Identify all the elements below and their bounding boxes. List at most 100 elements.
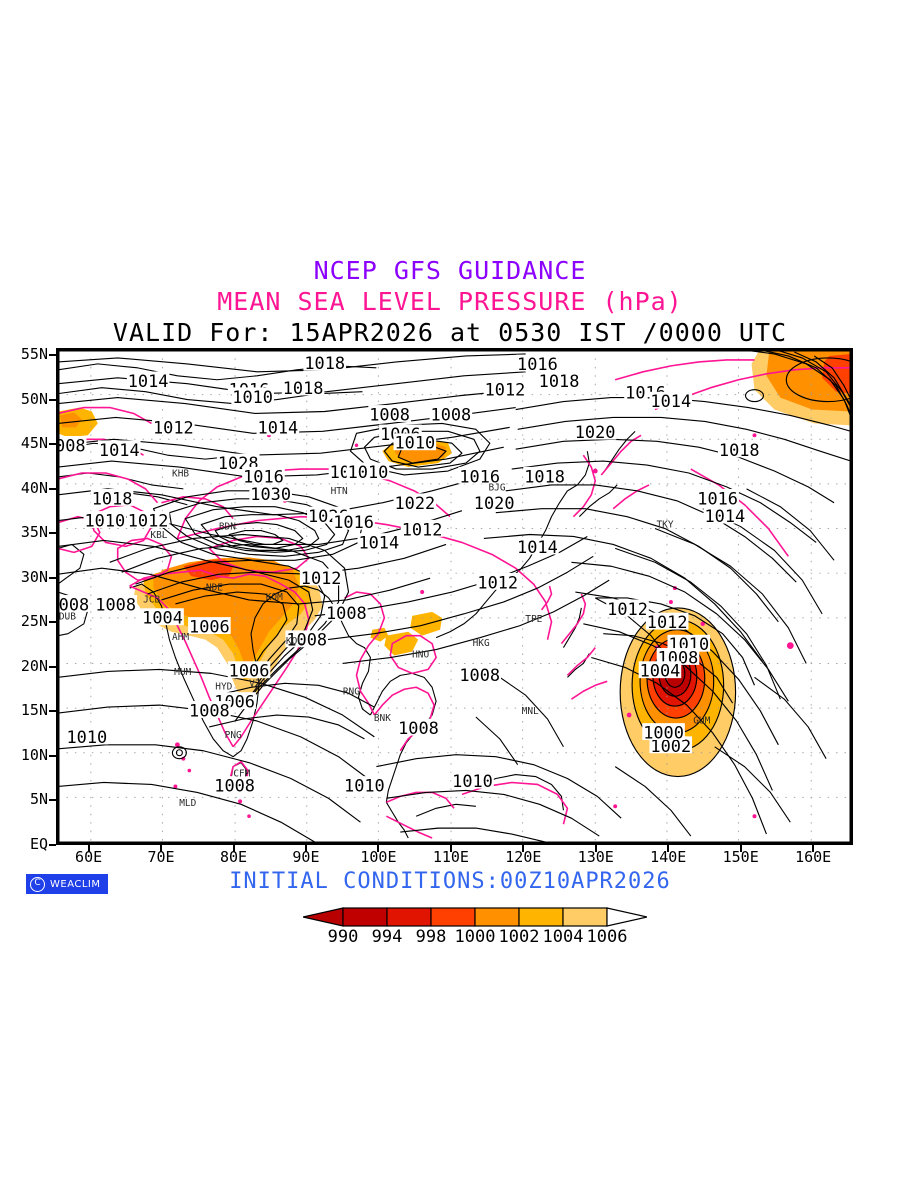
colorbar-tick-label: 990 (327, 927, 359, 947)
contour-label: 1012 (153, 418, 194, 438)
colorbar-segment (474, 907, 520, 927)
city-labels: DUB KBL KHB BDN HTN JCB NDE KOM AHM MUM KOL HYD VZG P… (59, 468, 711, 809)
contour-label: 1008 (286, 630, 327, 650)
contour-label-bg (717, 440, 761, 458)
contour-label: 1008 (398, 718, 439, 738)
y-axis-label: 35N (20, 523, 48, 542)
y-axis-tick (49, 844, 56, 846)
x-axis-label: 70E (147, 848, 175, 866)
map-svg: 1018101610141018101610101018101210161014… (58, 350, 851, 843)
contour-label: 1018 (283, 378, 324, 398)
contour-label-bg (83, 511, 127, 528)
contour-label-bg (393, 433, 437, 451)
y-axis-tick (49, 487, 56, 490)
contour-label: 1018 (304, 353, 345, 373)
contour-label: 1020 (474, 493, 515, 513)
contour-label-bg (483, 380, 527, 398)
y-axis-tick (49, 532, 56, 535)
contour-label-bg (97, 440, 141, 458)
contour-label: 1018 (524, 466, 565, 486)
city-label: KBL (150, 530, 167, 541)
colorbar-svg (303, 907, 647, 927)
y-axis-tick (49, 665, 56, 668)
colorbar-arrow-low (303, 907, 344, 927)
contour-label: 1008 (326, 603, 367, 623)
contour-label-bg (696, 489, 739, 506)
contour-label-bg (649, 391, 693, 409)
contour-label-bg (476, 572, 520, 590)
contour-label-bg (285, 630, 329, 648)
y-axis-label: 55N (20, 345, 48, 364)
contour-label: 1014 (358, 533, 399, 553)
y-axis-label: EQ (29, 835, 48, 853)
contour-label: 1012 (301, 568, 342, 588)
colorbar-segment (562, 907, 608, 927)
city-label: KOL (286, 636, 303, 647)
x-axis-tick (739, 845, 742, 852)
y-axis-label: 30N (20, 567, 48, 586)
x-axis-label: 140E (650, 848, 687, 866)
contour-label: 1018 (539, 371, 580, 391)
contour-label-bg (58, 435, 87, 453)
x-axis-tick (304, 845, 307, 852)
city-label: HTN (331, 486, 348, 497)
city-label: CFM (233, 769, 250, 780)
contour-label-bg (216, 453, 260, 471)
colorbar-tick-labels: 990 994 998 1000 1002 1004 1006 (303, 928, 647, 948)
title-line-agency: NCEP GFS GUIDANCE (313, 256, 587, 285)
contour-label: 1030 (250, 484, 291, 504)
contour-label: 1014 (128, 371, 169, 391)
x-axis-label: 150E (722, 848, 759, 866)
colorbar-segment (430, 907, 476, 927)
contour-label-bg (656, 648, 700, 665)
x-axis-label: 100E (360, 848, 397, 866)
contour-label: 1018 (92, 488, 133, 508)
y-axis-tick (49, 754, 56, 757)
colorbar-tick-label: 1004 (542, 927, 584, 947)
contour-label: 1008 (58, 594, 89, 614)
y-axis-tick (49, 443, 56, 446)
contour-label: 1006 (189, 617, 230, 637)
city-label: MLD (179, 798, 196, 809)
contour-label: 1010 (344, 776, 385, 796)
x-axis-label: 80E (219, 848, 248, 866)
x-axis-tick (232, 845, 235, 852)
contour-label-bg (397, 718, 440, 736)
contour-label-bg (242, 466, 285, 484)
city-label: HKG (473, 638, 490, 649)
contour-label-bg (231, 387, 274, 405)
contour-label: 1008 (95, 594, 136, 614)
city-label: GUM (693, 716, 710, 727)
contour-label: 1010 (348, 462, 389, 482)
contour-labels: 1018101610141018101610101018101210161014… (58, 353, 761, 796)
x-axis-tick (87, 845, 90, 852)
colorbar-segment (342, 907, 388, 927)
contour-label-bg (472, 493, 516, 511)
city-label: KHB (172, 468, 189, 479)
y-axis-tick (49, 710, 56, 713)
contour-label: 1016 (333, 512, 374, 532)
city-label: MUM (174, 667, 191, 678)
city-label: VZG (249, 679, 266, 690)
contour-label-bg (299, 568, 343, 586)
x-axis-tick (522, 845, 525, 852)
contour-label-bg (343, 776, 386, 794)
copyright-icon: C (30, 876, 45, 892)
contour-label-bg (642, 723, 685, 741)
city-label: HNO (412, 649, 429, 660)
contour-label-bg (256, 418, 300, 436)
x-axis-tick (812, 845, 815, 852)
contour-label-bg (152, 418, 195, 436)
contour-label: 1012 (128, 510, 169, 530)
isobar-contour-layer (58, 350, 851, 843)
contour-label-bg (516, 537, 559, 555)
y-axis-label: 40N (20, 478, 48, 497)
contour-label: 1008 (214, 776, 255, 796)
y-axis-tick (49, 799, 56, 802)
contour-label: 1004 (640, 661, 681, 681)
contour-label-bg (573, 422, 617, 440)
colorbar-tick-label: 1000 (454, 927, 496, 947)
contour-label: 1004 (142, 608, 183, 628)
colorbar-tick-label: 994 (371, 927, 403, 947)
city-label: NDE (206, 582, 223, 593)
